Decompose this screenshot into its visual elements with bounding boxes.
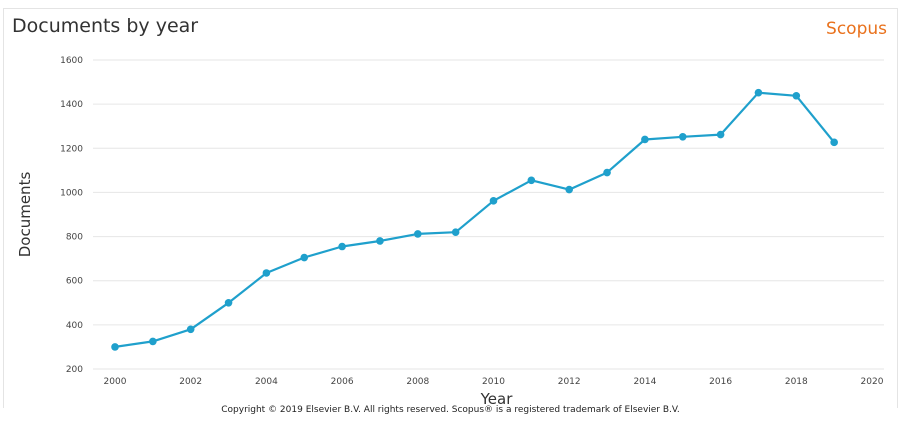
chart-grid <box>93 59 884 370</box>
x-tick-label: 2004 <box>255 377 278 387</box>
x-tick-label: 2018 <box>785 377 808 387</box>
y-tick-label: 1400 <box>60 100 83 110</box>
data-point[interactable] <box>641 135 649 144</box>
series-line <box>114 91 835 348</box>
chart-series <box>111 88 838 351</box>
data-point[interactable] <box>716 130 725 139</box>
data-point[interactable] <box>376 237 384 245</box>
y-axis-title: Documents <box>16 172 34 258</box>
y-axis-ticks: 200 400 600 800 1000 1200 1400 1600 <box>60 56 83 375</box>
data-point[interactable] <box>300 253 309 262</box>
data-point[interactable] <box>603 168 611 177</box>
y-tick-label: 600 <box>66 277 83 287</box>
page-title: Documents by year <box>12 15 199 37</box>
data-point[interactable] <box>830 138 838 147</box>
x-tick-label: 2010 <box>482 377 505 387</box>
y-tick-label: 200 <box>66 365 83 375</box>
x-axis-title: Year <box>480 390 514 408</box>
data-point[interactable] <box>451 228 460 236</box>
data-point[interactable] <box>565 185 573 194</box>
data-point[interactable] <box>678 133 687 141</box>
y-tick-label: 1000 <box>60 188 83 198</box>
data-point[interactable] <box>262 269 271 277</box>
scopus-logo[interactable]: Scopus <box>826 19 887 39</box>
chart-frame <box>3 8 898 408</box>
data-point[interactable] <box>792 91 801 100</box>
x-tick-label: 2012 <box>558 377 581 387</box>
data-point[interactable] <box>111 343 119 351</box>
data-point[interactable] <box>224 298 233 307</box>
data-point[interactable] <box>186 325 195 334</box>
y-tick-label: 1200 <box>60 144 83 154</box>
x-tick-label: 2014 <box>633 377 656 387</box>
x-tick-label: 2008 <box>406 377 429 387</box>
x-tick-label: 2006 <box>331 377 354 387</box>
data-point[interactable] <box>338 242 346 251</box>
x-axis-ticks: 2000 2002 2004 2006 2008 2010 2012 2014 2016 2018… <box>104 377 884 387</box>
data-point[interactable] <box>414 230 422 238</box>
data-point[interactable] <box>149 337 157 346</box>
x-tick-label: 2016 <box>709 377 732 387</box>
copyright-notice: Copyright © 2019 Elsevier B.V. All right… <box>221 405 680 415</box>
data-point[interactable] <box>527 176 536 185</box>
x-tick-label: 2002 <box>179 377 202 387</box>
y-tick-label: 1600 <box>60 56 83 66</box>
x-tick-label: 2000 <box>104 377 127 387</box>
y-tick-label: 400 <box>66 321 83 331</box>
data-point[interactable] <box>489 197 498 205</box>
x-tick-label: 2020 <box>861 377 884 387</box>
y-tick-label: 800 <box>66 233 83 243</box>
data-point[interactable] <box>754 88 763 97</box>
